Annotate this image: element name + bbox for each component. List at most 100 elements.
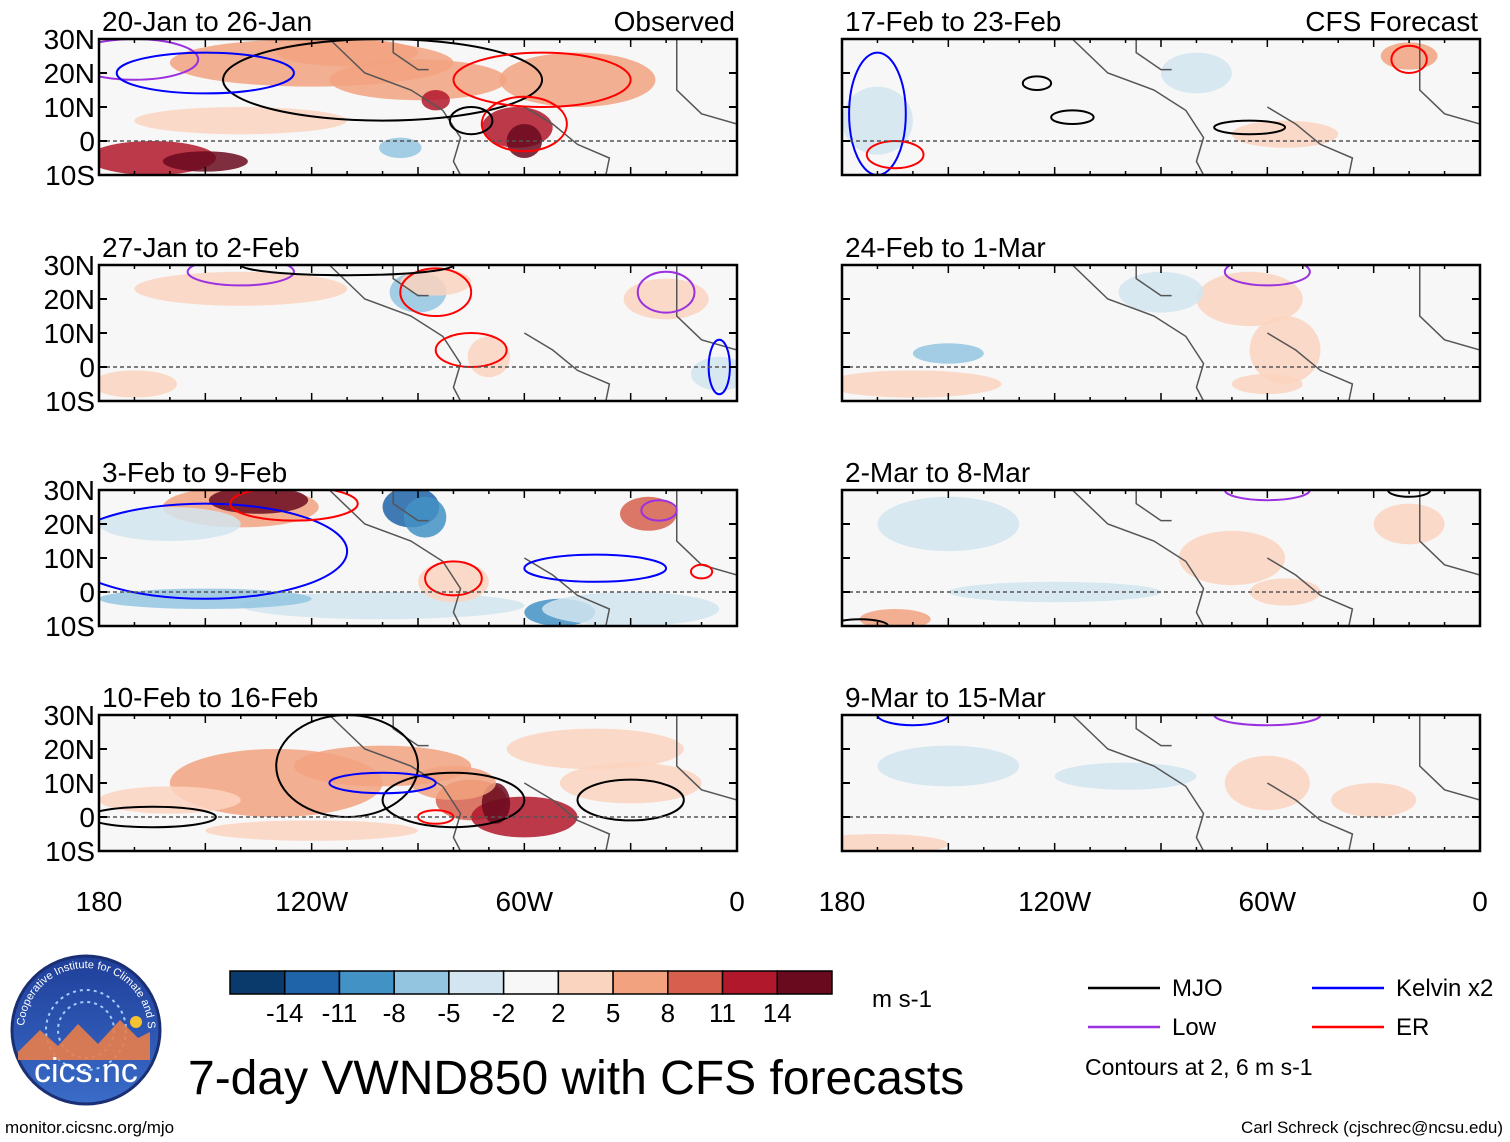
- anomaly-field: [842, 265, 1480, 401]
- y-tick-label: 10S: [45, 386, 95, 417]
- legend-label-mjo: MJO: [1172, 975, 1223, 1002]
- x-tick-label: 180: [819, 886, 866, 917]
- contour-mjo: [576, 778, 685, 822]
- contour-er: [229, 490, 359, 522]
- anomaly-blob: [1054, 762, 1197, 790]
- contour-er: [452, 51, 632, 109]
- colorbar-swatch: [448, 970, 505, 995]
- legend-label-er: ER: [1396, 1014, 1429, 1041]
- coastline: [1071, 39, 1480, 175]
- contour-kelvin-x2: [848, 51, 907, 175]
- colorbar-label: 11: [709, 998, 736, 1028]
- anomaly-blob: [481, 783, 511, 824]
- anomaly-blob: [208, 490, 309, 514]
- anomaly-blob: [99, 786, 241, 814]
- panel-title: 2-Mar to 8-Mar: [845, 457, 1030, 488]
- anomaly-blob: [877, 151, 1020, 172]
- colorbar-label: 2: [551, 998, 565, 1028]
- x-tick-label: 180: [76, 886, 123, 917]
- anomaly-blob: [1118, 271, 1204, 313]
- anomaly-blob: [99, 370, 177, 398]
- contour-kelvin-x2: [523, 553, 668, 583]
- panel-title: 17-Feb to 23-Feb: [845, 6, 1061, 37]
- panel-forecast-4: 9-Mar to 15-Mar: [840, 682, 1482, 853]
- contour-mjo: [99, 805, 217, 829]
- anomaly-blob: [400, 268, 472, 296]
- panel-title: 9-Mar to 15-Mar: [845, 682, 1046, 713]
- colorbar-label: -2: [492, 998, 515, 1028]
- anomaly-blob: [559, 762, 702, 804]
- colorbar-label: -14: [266, 998, 304, 1028]
- y-tick-label: 10S: [45, 836, 95, 867]
- x-tick-label: 120W: [1018, 886, 1092, 917]
- contour-low: [186, 265, 295, 287]
- contour-kelvin-x2: [876, 715, 950, 727]
- contour-low: [640, 499, 678, 522]
- anomaly-blob: [1161, 52, 1232, 94]
- panel-group-tag: Observed: [614, 6, 735, 37]
- coastline: [328, 265, 737, 401]
- panel-title: 24-Feb to 1-Mar: [845, 232, 1046, 263]
- anomaly-blob: [205, 820, 418, 841]
- coastline: [328, 39, 737, 175]
- colorbar-label: 8: [661, 998, 675, 1028]
- anomaly-blob: [1380, 42, 1438, 70]
- x-tick-label: 0: [1472, 886, 1488, 917]
- anomaly-blob: [421, 90, 450, 111]
- anomaly-blob: [506, 728, 684, 770]
- anomaly-blob: [877, 745, 1020, 787]
- colorbar-swatch: [283, 970, 341, 995]
- panel-group-tag: CFS Forecast: [1305, 6, 1478, 37]
- anomaly-blob: [912, 343, 984, 364]
- legend-label-low: Low: [1172, 1014, 1217, 1041]
- colorbar-swatch: [229, 970, 286, 995]
- anomaly-blob: [690, 356, 737, 391]
- coastline: [328, 715, 737, 851]
- anomaly-blob: [542, 592, 720, 626]
- x-tick-label: 60W: [496, 886, 554, 917]
- contour-mjo: [842, 618, 890, 626]
- panel-title: 10-Feb to 16-Feb: [102, 682, 318, 713]
- y-tick-label: 0: [79, 577, 95, 608]
- anomaly-field: [842, 715, 1480, 851]
- anomaly-blob: [859, 609, 931, 626]
- anomaly-blob: [842, 86, 913, 155]
- panel-title: 27-Jan to 2-Feb: [102, 232, 300, 263]
- y-tick-label: 20N: [44, 284, 95, 315]
- panel-title: 20-Jan to 26-Jan: [102, 6, 312, 37]
- anomaly-blob: [499, 52, 656, 107]
- colorbar-label: -11: [322, 998, 358, 1028]
- contour-er: [424, 560, 483, 597]
- y-tick-label: 30N: [44, 24, 95, 55]
- panel-title: 3-Feb to 9-Feb: [102, 457, 287, 488]
- y-tick-label: 30N: [44, 475, 95, 506]
- contour-er: [689, 563, 714, 580]
- x-tick-label: 60W: [1239, 886, 1297, 917]
- colorbar-swatch: [338, 970, 395, 995]
- colorbar-swatch: [612, 970, 669, 995]
- y-tick-label: 20N: [44, 509, 95, 540]
- y-tick-label: 0: [79, 126, 95, 157]
- colorbar: -14 -11 -8 -5 -2 2 5 8 11 14: [229, 970, 833, 1028]
- anomaly-blob: [1373, 503, 1445, 545]
- anomaly-blob: [99, 507, 241, 541]
- colorbar-label: 14: [763, 998, 792, 1028]
- y-tick-label: 20N: [44, 58, 95, 89]
- x-axes: 180 120W 60W 0 180 120W 60W 0: [76, 886, 1488, 917]
- contour-low: [636, 270, 696, 314]
- anomaly-blob: [1231, 373, 1303, 395]
- anomaly-blob: [134, 107, 348, 135]
- contour-mjo: [448, 106, 494, 136]
- colorbar-swatch: [776, 970, 833, 995]
- y-tick-label: 0: [79, 352, 95, 383]
- anomaly-blob: [506, 124, 543, 158]
- coastline: [328, 490, 737, 626]
- colorbar-swatch: [502, 970, 560, 995]
- footer-right: Carl Schreck (cjschrec@ncsu.edu): [1241, 1118, 1503, 1137]
- y-tick-label: 30N: [44, 700, 95, 731]
